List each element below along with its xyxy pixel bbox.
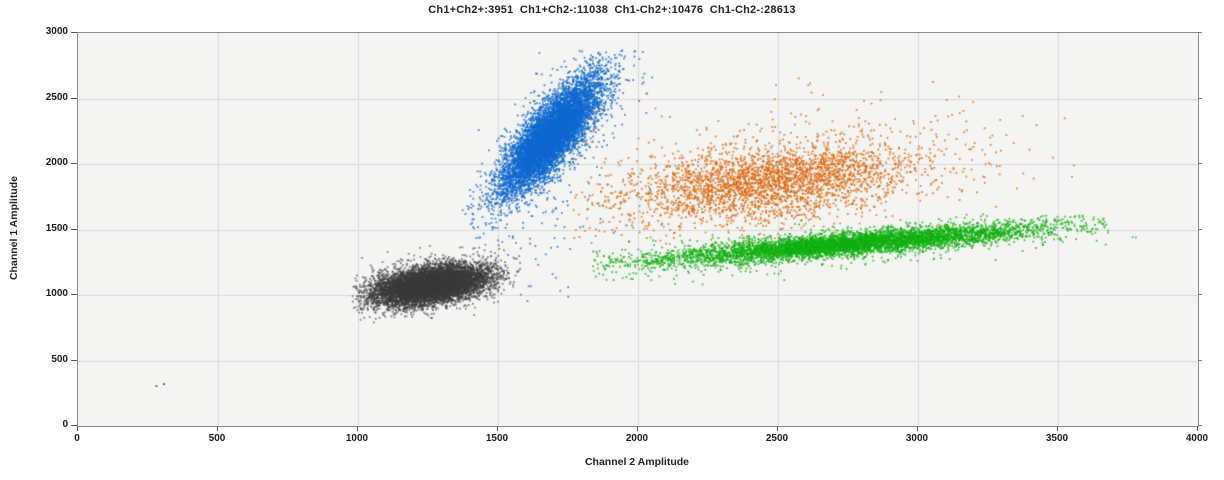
- y-tick-mark-right-2500: [1198, 97, 1202, 99]
- x-tick-mark-3500: [1057, 426, 1058, 431]
- y-tick-label-1500: 1500: [45, 222, 68, 234]
- y-tick-mark-right-1500: [1198, 228, 1202, 230]
- x-tick-mark-2500: [777, 426, 778, 431]
- x-tick-mark-3000: [917, 426, 918, 431]
- x-tick-label-2000: 2000: [625, 433, 649, 444]
- x-tick-label-1500: 1500: [485, 433, 509, 444]
- y-tick-mark-1000: [71, 294, 77, 295]
- y-tick-mark-3000: [71, 32, 77, 33]
- y-tick-label-500: 500: [51, 353, 68, 365]
- y-tick-mark-right-500: [1198, 359, 1202, 361]
- y-tick-mark-2000: [71, 163, 77, 164]
- y-tick-label-1000: 1000: [45, 288, 68, 299]
- x-tick-mark-500: [217, 426, 218, 431]
- y-tick-label-2500: 2500: [45, 91, 68, 103]
- y-tick-mark-500: [71, 359, 77, 361]
- x-tick-label-1000: 1000: [345, 433, 369, 444]
- x-tick-label-3000: 3000: [905, 433, 929, 444]
- y-tick-label-3000: 3000: [45, 26, 68, 37]
- x-tick-mark-2000: [637, 426, 638, 431]
- x-tick-label-4000: 4000: [1185, 433, 1209, 444]
- x-tick-label-500: 500: [208, 433, 226, 444]
- chart-title: Ch1+Ch2+:3951 Ch1+Ch2-:11038 Ch1-Ch2+:10…: [428, 4, 796, 16]
- x-tick-label-0: 0: [74, 433, 80, 444]
- y-tick-mark-1500: [71, 228, 77, 230]
- y-tick-label-2000: 2000: [45, 157, 68, 168]
- x-tick-mark-0: [77, 426, 78, 431]
- x-tick-mark-1500: [497, 426, 498, 431]
- x-tick-mark-4000: [1197, 426, 1198, 431]
- plot-area: [77, 32, 1199, 427]
- y-axis-title: Channel 1 Amplitude: [8, 175, 20, 281]
- y-tick-mark-right-1000: [1198, 294, 1202, 295]
- x-tick-label-2500: 2500: [765, 433, 789, 444]
- x-tick-mark-1000: [357, 426, 358, 431]
- y-tick-mark-0: [71, 425, 77, 426]
- y-tick-mark-2500: [71, 97, 77, 99]
- y-tick-mark-right-2000: [1198, 163, 1202, 164]
- scatter-canvas: [78, 33, 1198, 426]
- y-tick-mark-right-3000: [1198, 32, 1202, 33]
- y-tick-mark-right-0: [1198, 425, 1202, 426]
- x-tick-label-3500: 3500: [1045, 433, 1069, 444]
- x-axis-title: Channel 2 Amplitude: [584, 456, 690, 468]
- y-tick-label-0: 0: [62, 419, 68, 430]
